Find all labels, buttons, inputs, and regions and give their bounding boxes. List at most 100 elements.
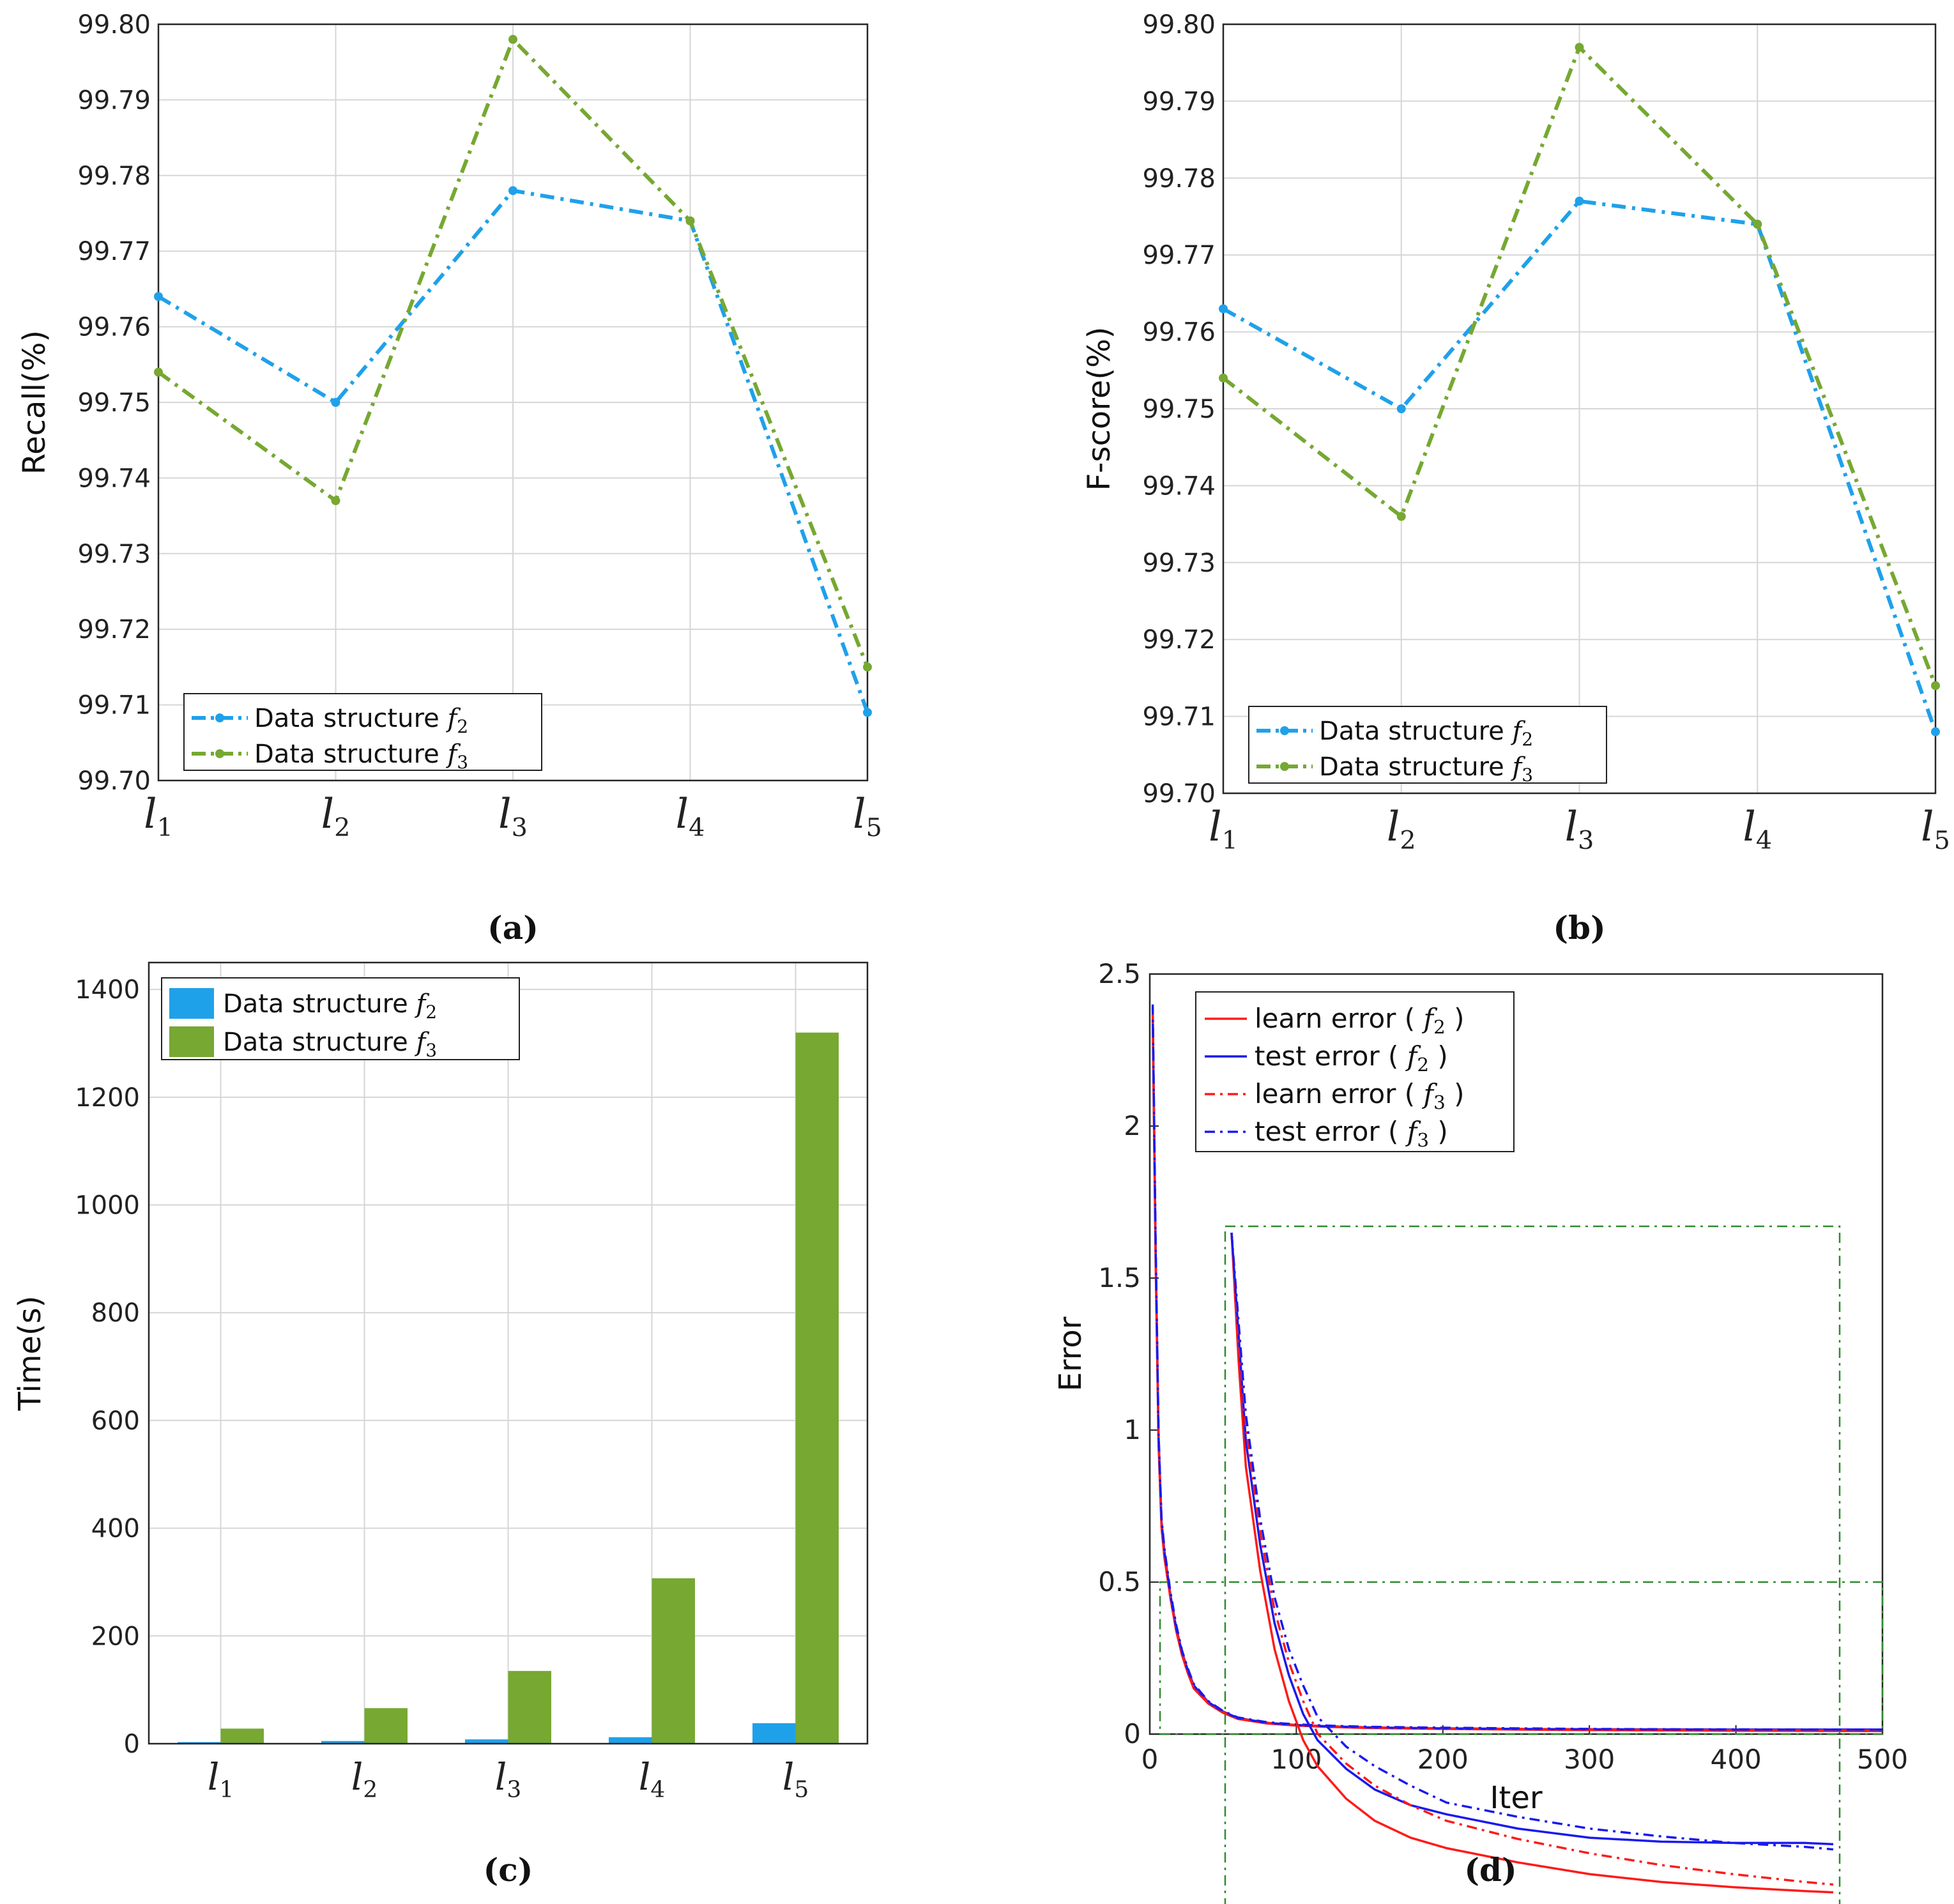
- data-point-f3: [331, 496, 340, 505]
- inset-series-line: [1230, 1232, 1834, 1886]
- legend-subscript: 3: [1433, 1092, 1446, 1113]
- y-axis-label: Error: [1053, 1316, 1088, 1391]
- bar-f3: [652, 1578, 695, 1744]
- x-tick-label: l5: [782, 1755, 809, 1803]
- legend-text: Data structure: [223, 1028, 416, 1057]
- x-tick-label: l4: [1743, 803, 1772, 855]
- data-point-f3: [1396, 512, 1406, 521]
- category-symbol: l: [676, 791, 689, 838]
- y-tick-label: 1000: [75, 1191, 140, 1221]
- legend-text: test error (: [1255, 1040, 1407, 1072]
- data-point-f3: [863, 662, 872, 672]
- legend-label: Data structure f2: [254, 704, 468, 737]
- category-subscript: 3: [1578, 826, 1594, 855]
- legend-box: [161, 977, 520, 1060]
- category-symbol: l: [1209, 803, 1221, 851]
- chart-a: 99.70 99.71 99.72 99.73 99.74 99.75 99.76 99.77…: [17, 10, 882, 947]
- bar-f3: [795, 1032, 839, 1744]
- x-tick-label: l2: [351, 1755, 378, 1803]
- y-tick-label: 400: [91, 1514, 140, 1544]
- data-point-f2: [508, 186, 517, 195]
- x-tick-label: 200: [1417, 1744, 1469, 1775]
- legend-marker-f2: [215, 713, 224, 722]
- data-point-f2: [863, 708, 872, 717]
- y-tick-label: 99.72: [1142, 625, 1216, 655]
- y-tick-label: 99.79: [1142, 87, 1216, 116]
- legend-subscript: 3: [457, 752, 468, 773]
- legend-subscript: 3: [1417, 1129, 1429, 1151]
- y-tick-label: 99.76: [77, 313, 151, 342]
- y-tick-label: 99.77: [1142, 241, 1216, 270]
- legend-text: Data structure: [1319, 717, 1512, 746]
- y-tick-label: 1400: [75, 975, 140, 1005]
- chart-d: 00.511.522.50 100 200 300 400 500IterErrorlea…: [1053, 958, 1908, 1904]
- x-tick-label: l3: [495, 1755, 521, 1803]
- legend-label: Data structure f3: [254, 740, 468, 773]
- bar-f2: [752, 1723, 796, 1744]
- x-tick-label: l2: [1387, 803, 1416, 855]
- x-axis-label: Iter: [1490, 1780, 1543, 1816]
- y-tick-label: 99.75: [77, 388, 151, 418]
- bar-f2: [321, 1740, 365, 1744]
- category-subscript: 1: [157, 813, 173, 842]
- x-tick-label: l5: [853, 791, 882, 842]
- legend-text: Data structure: [1319, 752, 1512, 782]
- x-tick-label: l3: [498, 791, 528, 842]
- y-tick-label: 0.5: [1098, 1566, 1141, 1597]
- data-point-f2: [154, 292, 163, 301]
- legend-subscript: 3: [425, 1040, 437, 1061]
- y-tick-label: 2.5: [1098, 958, 1141, 989]
- y-tick-label: 1200: [75, 1083, 140, 1113]
- plot-frame: [1222, 23, 1937, 795]
- y-tick-label: 600: [91, 1406, 140, 1436]
- y-tick-label: 200: [91, 1622, 140, 1651]
- data-point-f3: [685, 216, 695, 225]
- y-tick-label: 99.73: [1142, 549, 1216, 578]
- x-tick-label: l4: [676, 791, 705, 842]
- y-tick-label: 0: [1124, 1718, 1141, 1749]
- legend-box: [183, 693, 542, 771]
- x-tick-label: l3: [1565, 803, 1594, 855]
- data-point-f3: [154, 367, 163, 377]
- y-tick-label: 99.80: [1142, 10, 1216, 40]
- plot-frame: [148, 961, 869, 1745]
- legend-subscript: 3: [1522, 765, 1533, 786]
- subfigure-caption: (c): [484, 1851, 533, 1889]
- legend-text: Data structure: [254, 740, 447, 769]
- data-point-f3: [508, 34, 517, 44]
- y-axis-label: Time(s): [12, 1296, 48, 1412]
- series-line: [1151, 1004, 1883, 1731]
- inset-series-line: [1230, 1232, 1834, 1846]
- bar-f2: [178, 1742, 221, 1744]
- plot-frame: [157, 23, 869, 782]
- x-tick-label: l1: [144, 791, 173, 842]
- x-tick-label: l5: [1921, 803, 1950, 855]
- y-tick-label: 2: [1124, 1110, 1141, 1141]
- legend-close: ): [1429, 1040, 1448, 1072]
- category-symbol: l: [782, 1755, 795, 1799]
- legend-label: Data structure f2: [1319, 717, 1533, 750]
- legend-subscript: 2: [1522, 729, 1533, 750]
- legend-label: Data structure f3: [1319, 752, 1533, 786]
- inset-frame: [1224, 1225, 1841, 1904]
- y-tick-label: 99.72: [77, 615, 151, 644]
- bar-f2: [465, 1739, 508, 1744]
- category-symbol: l: [1565, 803, 1578, 851]
- category-subscript: 5: [794, 1777, 809, 1803]
- y-tick-label: 99.70: [1142, 779, 1216, 809]
- y-tick-label: 99.71: [1142, 703, 1216, 732]
- category-symbol: l: [351, 1755, 363, 1799]
- legend-subscript: 2: [1417, 1054, 1429, 1076]
- legend-text: Data structure: [223, 989, 416, 1019]
- category-symbol: l: [498, 791, 511, 838]
- category-subscript: 4: [689, 813, 705, 842]
- x-tick-label: 400: [1711, 1744, 1762, 1775]
- data-point-f2: [1575, 196, 1584, 206]
- legend-subscript: 2: [425, 1002, 437, 1023]
- y-tick-label: 99.79: [77, 86, 151, 115]
- x-tick-label: 500: [1857, 1744, 1908, 1775]
- bar-f3: [508, 1671, 551, 1744]
- x-tick-label: l2: [321, 791, 351, 842]
- category-subscript: 4: [650, 1777, 665, 1803]
